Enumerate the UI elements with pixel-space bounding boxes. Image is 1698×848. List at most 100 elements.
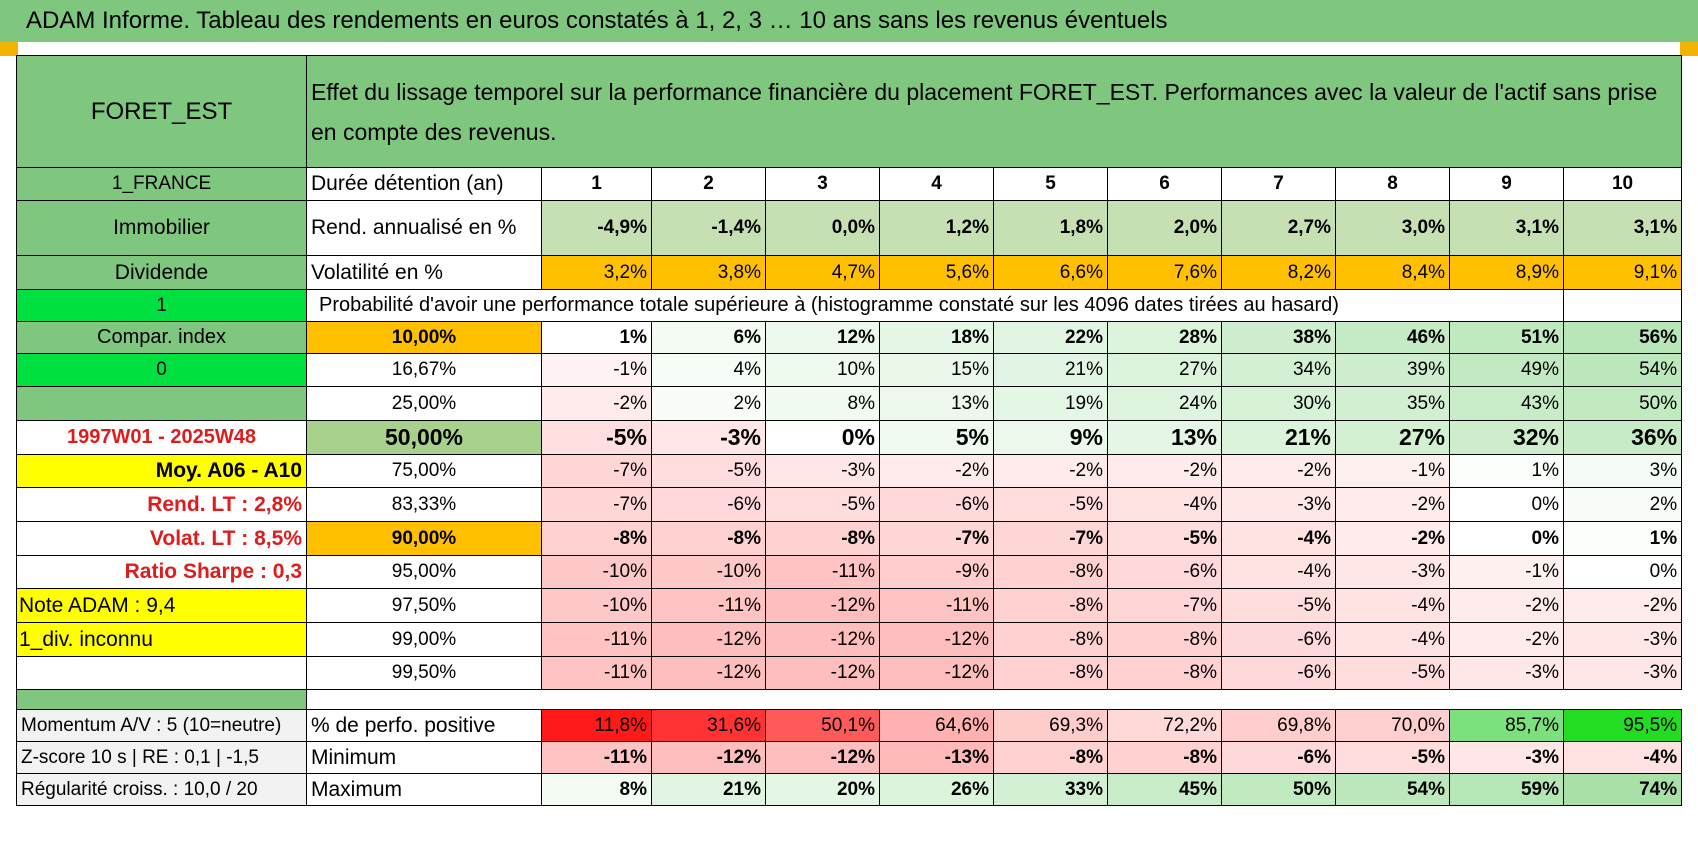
empty-cell: [16, 656, 307, 690]
volat-lt-cell: Volat. LT : 8,5%: [16, 521, 307, 556]
quantile-value: 39%: [1335, 353, 1450, 387]
quantile-value: 0%: [1562, 555, 1683, 589]
volat-value: 3,8%: [651, 255, 766, 290]
quantile-value: 49%: [1449, 353, 1564, 387]
quantile-value: -10%: [541, 555, 652, 589]
quantile-value: 1%: [541, 321, 652, 354]
volat-value: 8,9%: [1449, 255, 1564, 290]
quantile-value: 1%: [1562, 521, 1683, 556]
quantile-value: 19%: [993, 386, 1108, 421]
fund-description: Effet du lissage temporel sur la perform…: [305, 55, 1683, 168]
year-header: 10: [1562, 167, 1683, 201]
quantile-value: -2%: [993, 454, 1108, 488]
quantile-label-median: 50,00%: [306, 420, 542, 455]
quantile-value: 21%: [993, 353, 1108, 387]
rend-value: 0,0%: [765, 200, 880, 256]
year-header: 5: [993, 167, 1108, 201]
bottom-value: 74%: [1562, 773, 1683, 806]
bottom-value: 8%: [541, 773, 652, 806]
bottom-value: 69,3%: [993, 709, 1108, 742]
div-cell: 1_div. inconnu: [16, 622, 307, 657]
zscore-cell: Z-score 10 s | RE : 0,1 | -1,5: [16, 741, 307, 774]
quantile-value: 30%: [1221, 386, 1336, 421]
bottom-value: 64,6%: [879, 709, 994, 742]
perf-positive-label: % de perfo. positive: [306, 709, 542, 742]
year-header: 1: [541, 167, 652, 201]
quantile-value: -3%: [1335, 555, 1450, 589]
quantile-label: 83,33%: [306, 487, 542, 522]
quantile-value: -5%: [541, 420, 652, 455]
quantile-value: -11%: [651, 588, 766, 623]
quantile-value: -6%: [1221, 622, 1336, 657]
quantile-value: -12%: [765, 656, 880, 690]
quantile-value: -3%: [1562, 622, 1683, 657]
rend-value: 3,1%: [1562, 200, 1683, 256]
quantile-label: 99,00%: [306, 622, 542, 657]
quantile-label: 16,67%: [306, 353, 542, 387]
quantile-value: -1%: [541, 353, 652, 387]
bottom-value: 95,5%: [1562, 709, 1683, 742]
quantile-value: 15%: [879, 353, 994, 387]
quantile-value: -2%: [541, 386, 652, 421]
quantile-value: -1%: [1449, 555, 1564, 589]
quantile-value: 46%: [1335, 321, 1450, 354]
note-adam-cell: Note ADAM : 9,4: [16, 588, 307, 623]
year-header: 6: [1107, 167, 1222, 201]
quantile-value: -8%: [993, 588, 1108, 623]
quantile-value: -6%: [1221, 656, 1336, 690]
green-filler-cell: [16, 386, 307, 421]
quantile-label: 95,00%: [306, 555, 542, 589]
quantile-value: -10%: [651, 555, 766, 589]
quantile-value: -2%: [1107, 454, 1222, 488]
performance-table: FORET_EST Effet du lissage temporel sur …: [16, 55, 1683, 806]
sharpe-cell: Ratio Sharpe : 0,3: [16, 555, 307, 589]
quantile-value: 5%: [879, 420, 994, 455]
quantile-value: 54%: [1562, 353, 1683, 387]
volat-value: 7,6%: [1107, 255, 1222, 290]
bottom-value: 54%: [1335, 773, 1450, 806]
quantile-value: 0%: [1449, 487, 1564, 522]
bottom-value: 45%: [1107, 773, 1222, 806]
quantile-value: -4%: [1221, 521, 1336, 556]
quantile-value: -3%: [765, 454, 880, 488]
bottom-value: 11,8%: [541, 709, 652, 742]
volat-value: 4,7%: [765, 255, 880, 290]
quantile-label: 75,00%: [306, 454, 542, 488]
quantile-label: 25,00%: [306, 386, 542, 421]
quantile-value: 36%: [1562, 420, 1683, 455]
quantile-value: -8%: [1107, 622, 1222, 657]
quantile-value: 50%: [1562, 386, 1683, 421]
quantile-value: 0%: [765, 420, 880, 455]
quantile-value: -10%: [541, 588, 652, 623]
bottom-value: 50%: [1221, 773, 1336, 806]
bottom-value: 21%: [651, 773, 766, 806]
flag1-cell: 1: [16, 289, 307, 322]
quantile-value: 22%: [993, 321, 1108, 354]
quantile-value: -8%: [765, 521, 880, 556]
spacer-row: [305, 689, 1682, 710]
quantile-value: -12%: [651, 622, 766, 657]
quantile-value: -2%: [1221, 454, 1336, 488]
quantile-value: -2%: [879, 454, 994, 488]
volat-label: Volatilité en %: [306, 255, 542, 290]
rend-value: 2,7%: [1221, 200, 1336, 256]
volat-value: 9,1%: [1562, 255, 1683, 290]
type-cell: Dividende: [16, 255, 307, 290]
quantile-value: -5%: [1335, 656, 1450, 690]
category-cell: Immobilier: [16, 200, 307, 256]
quantile-value: 12%: [765, 321, 880, 354]
rend-value: 2,0%: [1107, 200, 1222, 256]
bottom-value: -8%: [1107, 741, 1222, 774]
quantile-value: 1%: [1449, 454, 1564, 488]
year-header: 3: [765, 167, 880, 201]
title-bar: ADAM Informe. Tableau des rendements en …: [0, 0, 1698, 42]
quantile-value: -5%: [765, 487, 880, 522]
volat-value: 3,2%: [541, 255, 652, 290]
quantile-value: 13%: [879, 386, 994, 421]
quantile-value: 8%: [765, 386, 880, 421]
volat-value: 8,4%: [1335, 255, 1450, 290]
quantile-value: -4%: [1221, 555, 1336, 589]
green-separator: [16, 689, 307, 710]
quantile-value: -5%: [1107, 521, 1222, 556]
rend-value: 1,8%: [993, 200, 1108, 256]
